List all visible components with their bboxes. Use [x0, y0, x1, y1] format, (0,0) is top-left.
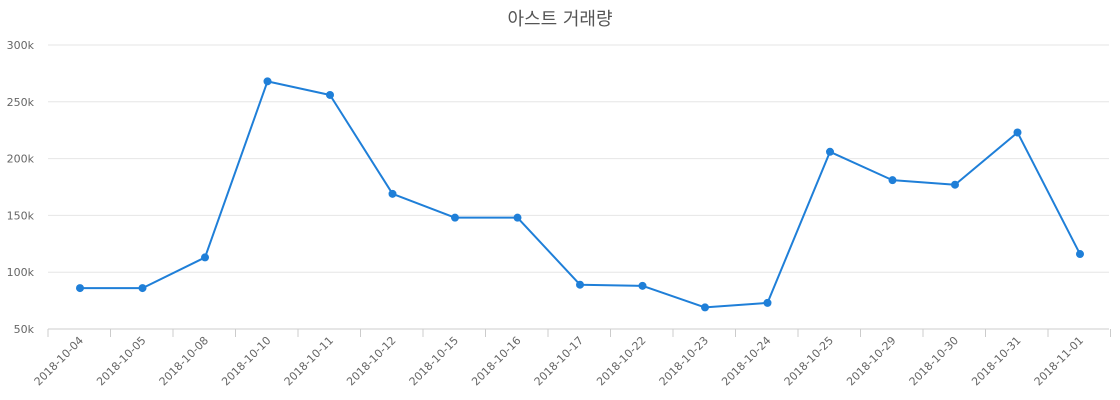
data-point[interactable] — [638, 281, 647, 290]
data-point[interactable] — [1013, 128, 1022, 137]
data-point[interactable] — [513, 213, 522, 222]
y-tick-label: 250k — [7, 96, 35, 109]
x-tick-label: 2018-10-22 — [594, 334, 648, 388]
points-layer — [76, 77, 1084, 312]
data-point[interactable] — [576, 280, 584, 289]
y-tick-label: 150k — [7, 209, 35, 222]
x-tick-label: 2018-10-30 — [907, 334, 961, 388]
x-tick-label: 2018-10-17 — [532, 334, 586, 388]
grid-layer — [48, 44, 1109, 273]
data-point[interactable] — [138, 284, 147, 293]
x-tick-label: 2018-10-25 — [782, 334, 836, 388]
x-tick-label: 2018-10-23 — [657, 334, 711, 388]
y-tick-label: 300k — [7, 39, 35, 52]
data-point[interactable] — [826, 147, 834, 156]
x-tick-label: 2018-10-05 — [94, 334, 148, 388]
data-point[interactable] — [388, 189, 397, 198]
x-tick-label: 2018-10-29 — [844, 334, 898, 388]
data-point[interactable] — [1076, 250, 1084, 259]
data-point[interactable] — [263, 77, 272, 86]
x-tick-label: 2018-10-10 — [219, 334, 273, 388]
x-tick-label: 2018-10-12 — [344, 334, 398, 388]
x-tick-label: 2018-10-16 — [469, 334, 523, 388]
data-point[interactable] — [951, 180, 959, 189]
data-point[interactable] — [888, 176, 897, 185]
y-tick-label: 100k — [7, 266, 35, 279]
x-tick-label: 2018-10-24 — [719, 334, 773, 388]
x-tick-label: 2018-10-08 — [157, 334, 211, 388]
y-tick-label: 50k — [14, 323, 35, 336]
x-tick-label: 2018-10-04 — [32, 334, 86, 388]
data-point[interactable] — [451, 213, 459, 222]
x-tick-label: 2018-10-11 — [282, 334, 336, 388]
x-tick-label: 2018-10-15 — [407, 334, 461, 388]
chart-title: 아스트 거래량 — [507, 9, 613, 30]
data-point[interactable] — [763, 298, 772, 307]
data-point[interactable] — [201, 253, 209, 262]
data-point[interactable] — [701, 303, 709, 312]
data-point[interactable] — [76, 284, 84, 293]
y-tick-label: 200k — [7, 153, 35, 166]
x-tick-label: 2018-10-31 — [969, 334, 1023, 388]
data-point[interactable] — [326, 90, 334, 99]
series-layer — [80, 80, 1081, 309]
series-line — [80, 80, 1081, 309]
x-tick-label: 2018-11-01 — [1032, 334, 1086, 388]
